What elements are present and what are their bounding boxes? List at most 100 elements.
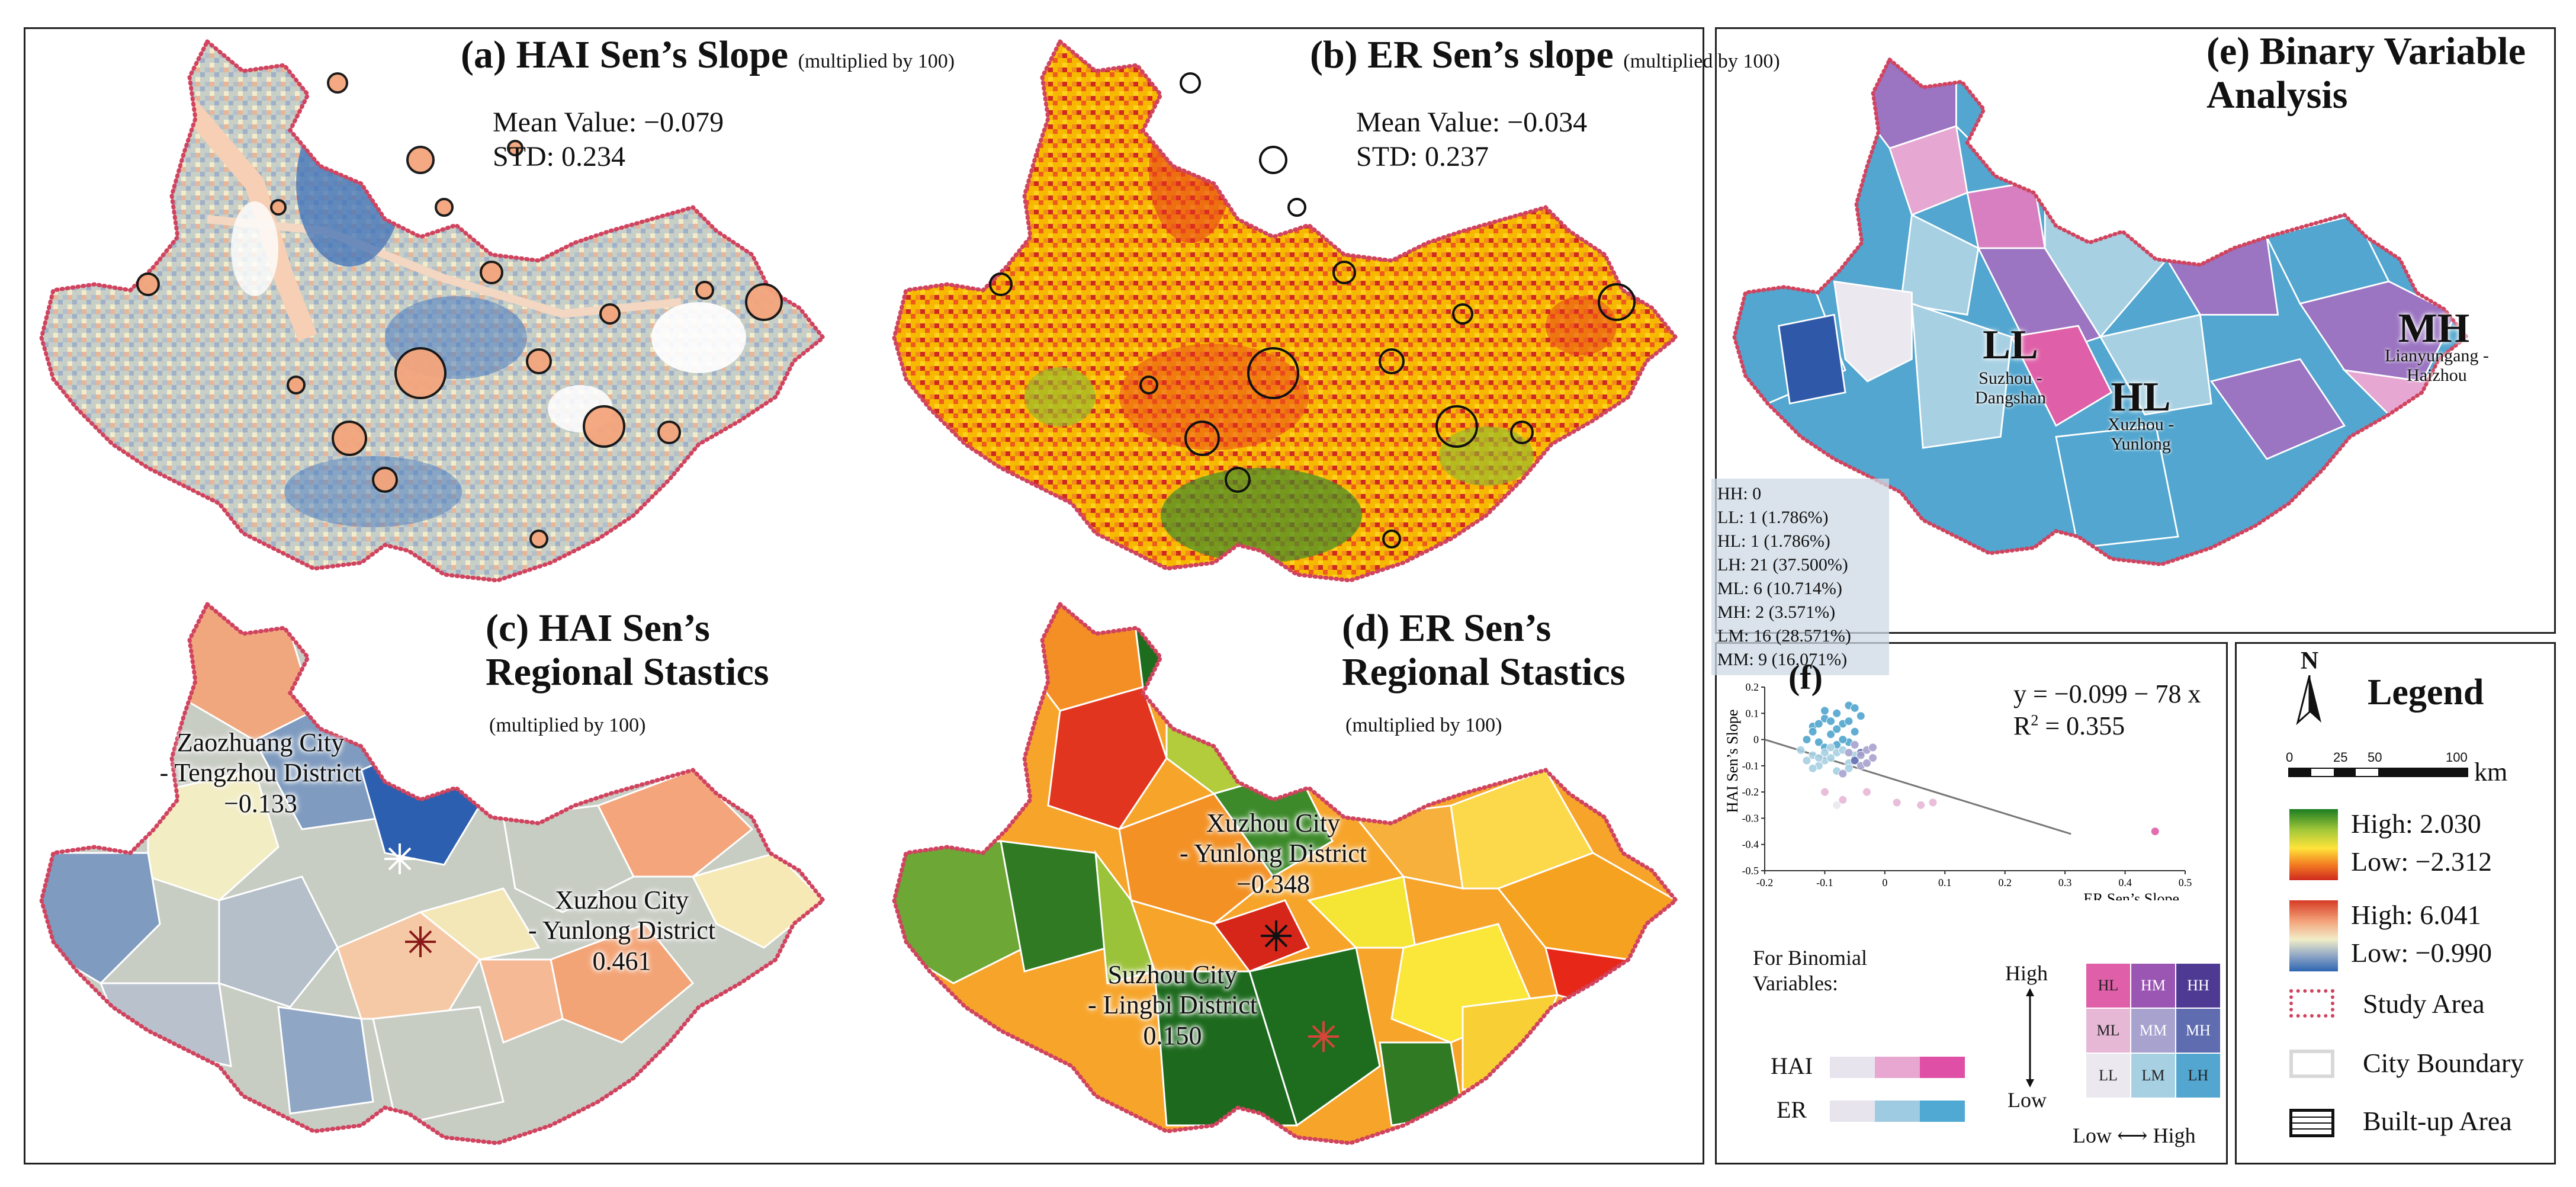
count-hh: HH: 0: [1717, 484, 1762, 503]
er-ramp-cell: [1920, 1101, 1965, 1122]
matrix-cell-lh: LH: [2176, 1053, 2221, 1098]
asterisk-icon-d2: [1308, 1021, 1339, 1052]
scale-tick-50: 50: [2368, 750, 2382, 765]
matrix-cell-ll: LL: [2086, 1053, 2131, 1098]
er-ramp-cell: [1875, 1101, 1920, 1122]
y-axis-label: HAI Sen’s Slope: [1724, 710, 1741, 813]
scatter-point: [1856, 750, 1865, 760]
panel-e-title: (e) Binary Variable Analysis: [2206, 30, 2526, 117]
matrix-cell-hm: HM: [2131, 963, 2176, 1008]
y-tick-label: -0.2: [1742, 786, 1759, 798]
x-tick-label: 0.3: [2058, 877, 2072, 888]
scatter-point: [1868, 743, 1878, 752]
scatter-point: [1892, 798, 1902, 807]
scatter-point: [1850, 756, 1859, 765]
panel-d-note: (multiplied by 100): [1345, 714, 1502, 736]
map-panel-a[interactable]: [30, 30, 871, 586]
binomial-er-label: ER: [1777, 1096, 1807, 1123]
hai-ramp-swatch: [2289, 900, 2338, 971]
panel-e-mh-code: MH: [2398, 306, 2470, 351]
scatter-point: [1850, 703, 1859, 713]
panel-d-label-lingbi: Suzhou City - Lingbi District 0.150: [1088, 960, 1257, 1050]
scale-tick-0: 0: [2286, 750, 2294, 765]
x-axis-label: ER Sen’s Slope: [2083, 890, 2179, 900]
scatter-plot[interactable]: -0.2 -0.1 0 0.1 0.2 0.3 0.4 0.50.20.10-0.1-0.2-…: [1717, 652, 2227, 900]
matrix-cell-mh: MH: [2176, 1008, 2221, 1053]
scatter-point: [1850, 740, 1859, 749]
scatter-point: [1826, 753, 1836, 763]
frame-maps-abcd: [24, 27, 1704, 1164]
scale-bar: 0 25 50 100 km: [2286, 750, 2535, 797]
panel-b-title: (b) ER Sen’s slope (multiplied by 100): [1310, 33, 1780, 76]
scale-unit: km: [2474, 758, 2508, 787]
scatter-point: [2150, 827, 2160, 836]
y-tick-label: 0: [1753, 734, 1759, 746]
x-tick-label: 0.2: [1998, 877, 2012, 888]
study-area-label: Study Area: [2363, 989, 2485, 1019]
panel-f-equation: y = −0.099 − 78 x: [2013, 679, 2201, 708]
x-tick-label: 0: [1882, 877, 1887, 888]
scatter-point: [1826, 730, 1836, 739]
panel-c-label-yunlong: Xuzhou City - Yunlong District 0.461: [528, 886, 716, 976]
map-panel-c[interactable]: [30, 592, 871, 1161]
scatter-point: [1802, 735, 1811, 745]
north-arrow-icon: [2296, 675, 2321, 726]
panel-e-mh-label: Lianyungang - Haizhou: [2385, 346, 2489, 385]
hai-high-label: High: 6.041: [2351, 900, 2481, 930]
built-up-swatch: [2289, 1109, 2334, 1137]
y-tick-label: -0.4: [1742, 839, 1759, 851]
frame-panel-f: [1715, 642, 2228, 1164]
scatter-point: [1814, 737, 1823, 747]
panel-e-hl-label: Xuzhou - Yunlong: [2107, 415, 2174, 454]
panel-f-r2: R2 = 0.355: [2013, 711, 2125, 740]
matrix-cell-lm: LM: [2131, 1053, 2176, 1098]
scatter-point: [1856, 711, 1865, 721]
count-mm: MM: 9 (16.071%): [1717, 650, 1848, 669]
scatter-point: [1796, 745, 1806, 755]
count-lh: LH: 21 (37.500%): [1717, 555, 1848, 575]
panel-c-note: (multiplied by 100): [489, 714, 646, 736]
y-tick-label: 0.1: [1746, 707, 1759, 719]
er-ramp-cell: [1830, 1101, 1875, 1122]
matrix-cell-ml: ML: [2086, 1008, 2131, 1053]
panel-a-std: STD: 0.234: [493, 141, 626, 172]
count-hl: HL: 1 (1.786%): [1717, 531, 1830, 551]
panel-b-std: STD: 0.237: [1356, 141, 1489, 172]
binomial-hai-ramp: [1830, 1057, 1965, 1078]
x-tick-label: 0.1: [1938, 877, 1952, 888]
scale-tick-25: 25: [2333, 750, 2348, 765]
scatter-point: [1802, 756, 1811, 765]
map-panel-d[interactable]: [882, 592, 1700, 1161]
panel-e-hl-code: HL: [2111, 374, 2171, 420]
scatter-point: [1928, 798, 1938, 807]
city-boundary-swatch: [2289, 1050, 2334, 1078]
hai-ramp-cell: [1920, 1057, 1965, 1078]
scatter-point: [1814, 719, 1823, 729]
matrix-low-high-label: Low ⟷ High: [2073, 1124, 2196, 1147]
scatter-point: [1826, 717, 1836, 726]
legend-title: Legend: [2368, 672, 2484, 713]
x-tick-label: -0.1: [1816, 877, 1833, 888]
scatter-point: [1814, 753, 1823, 763]
city-boundary-label: City Boundary: [2363, 1048, 2524, 1078]
y-tick-label: -0.3: [1742, 812, 1759, 824]
er-ramp-swatch: [2289, 809, 2338, 880]
scale-tick-100: 100: [2446, 750, 2468, 765]
matrix-cell-hh: HH: [2176, 963, 2221, 1008]
scatter-point: [1832, 708, 1842, 718]
hai-ramp-cell: [1830, 1057, 1875, 1078]
count-ll: LL: 1 (1.786%): [1717, 508, 1829, 527]
er-low-label: Low: −2.312: [2351, 846, 2493, 877]
scatter-point: [1868, 753, 1878, 763]
scatter-point: [1808, 763, 1817, 773]
asterisk-icon-c2: [405, 926, 436, 957]
panel-d-title: (d) ER Sen’s Regional Stastics: [1342, 607, 1626, 694]
scatter-point: [1820, 748, 1829, 758]
panel-b-mean: Mean Value: −0.034: [1356, 107, 1588, 138]
panel-e-ll-code: LL: [1983, 322, 2038, 368]
matrix-cell-hl: HL: [2086, 963, 2131, 1008]
map-panel-b[interactable]: [882, 30, 1700, 586]
scatter-point: [1838, 795, 1848, 804]
frame-legend: [2235, 642, 2556, 1164]
matrix-cell-mm: MM: [2131, 1008, 2176, 1053]
